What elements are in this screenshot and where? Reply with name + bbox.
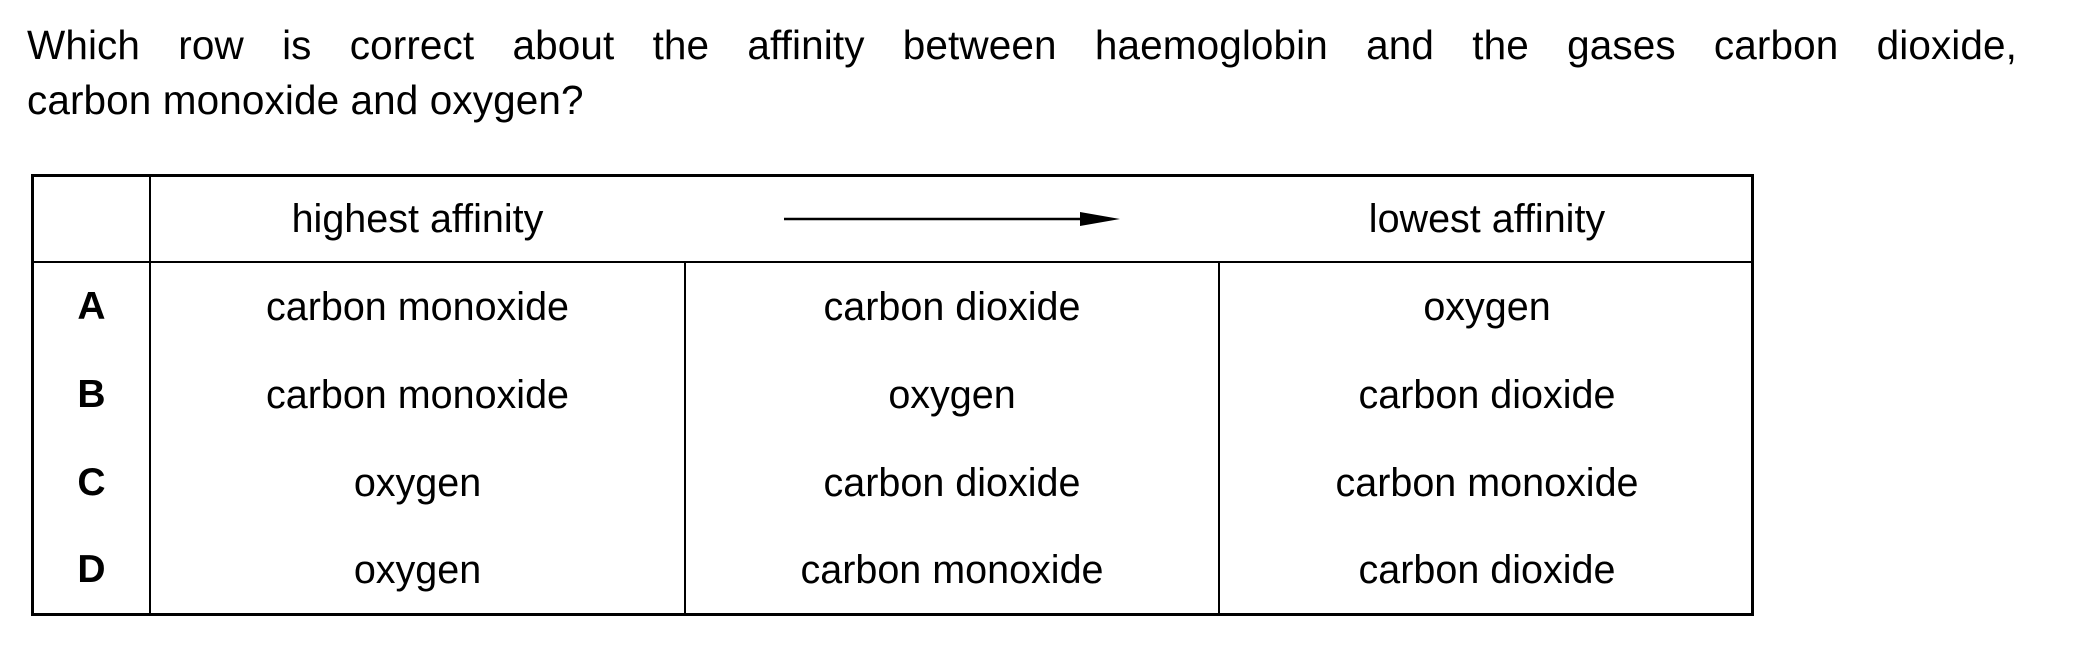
row-a-col-1: carbon monoxide xyxy=(265,284,570,329)
row-d-col-2: carbon monoxide xyxy=(800,547,1104,592)
header-divider xyxy=(34,261,1751,263)
question-line-1: Which row is correct about the affinity … xyxy=(27,22,2017,68)
row-c-col-1: oxygen xyxy=(353,460,482,505)
header-lowest-affinity: lowest affinity xyxy=(1368,196,1606,241)
row-a-col-2: carbon dioxide xyxy=(823,284,1081,329)
row-letter-b: B xyxy=(77,373,106,416)
row-letter-d: D xyxy=(77,548,106,591)
row-d-col-1: oxygen xyxy=(353,547,482,592)
row-b-col-2: oxygen xyxy=(888,372,1016,417)
column-divider xyxy=(684,262,686,613)
header-highest-affinity: highest affinity xyxy=(291,196,544,241)
column-divider xyxy=(149,177,151,613)
row-a-col-3: oxygen xyxy=(1423,284,1551,329)
row-d-col-3: carbon dioxide xyxy=(1358,547,1616,592)
question-text: Which row is correct about the affinity … xyxy=(27,18,2017,128)
right-arrow-icon-svg xyxy=(784,212,1120,226)
row-b-col-3: carbon dioxide xyxy=(1358,372,1616,417)
right-arrow-icon xyxy=(686,177,1218,261)
row-letter-c: C xyxy=(77,461,106,504)
row-b-col-1: carbon monoxide xyxy=(265,372,570,417)
row-letter-a: A xyxy=(77,285,106,328)
column-divider xyxy=(1218,262,1220,613)
row-c-col-3: carbon monoxide xyxy=(1335,460,1639,505)
row-c-col-2: carbon dioxide xyxy=(823,460,1081,505)
answer-table: highest affinity lowest affinity A carbo… xyxy=(31,174,1754,616)
question-line-2: carbon monoxide and oxygen? xyxy=(27,77,584,123)
